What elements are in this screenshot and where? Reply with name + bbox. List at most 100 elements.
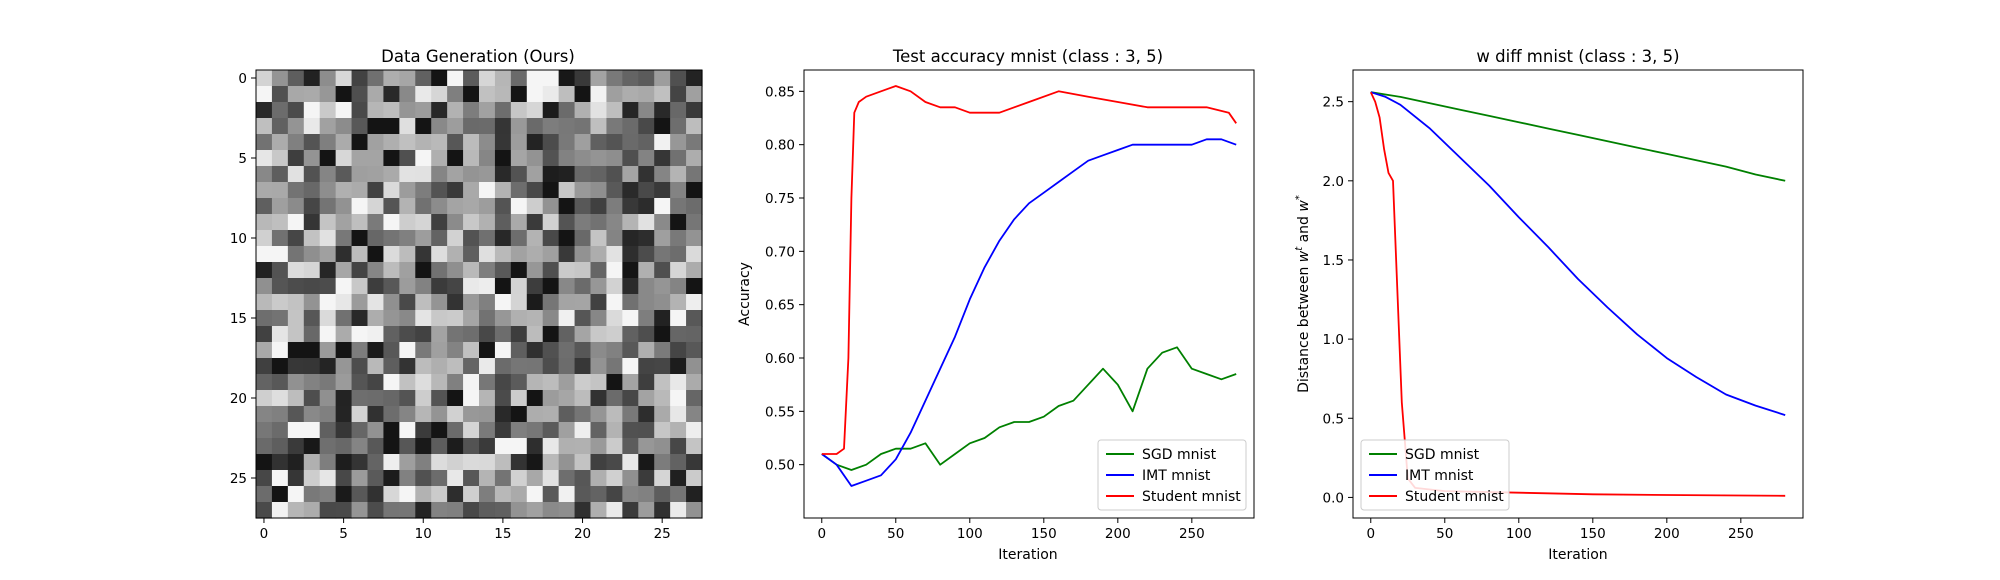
heatmap-cell: [494, 470, 512, 487]
heatmap-y-tick-label: 0: [238, 71, 247, 87]
heatmap-cell: [590, 390, 608, 407]
heatmap-cell: [383, 294, 400, 311]
heatmap-cell: [335, 134, 353, 151]
y-tick-label: 1.5: [1323, 253, 1344, 269]
heatmap-cell: [287, 182, 305, 199]
heatmap-x-tick-label: 20: [574, 526, 591, 542]
heatmap-cell: [367, 390, 385, 407]
heatmap-cell: [622, 486, 639, 503]
heatmap-cell: [319, 470, 337, 487]
heatmap-cell: [574, 70, 592, 87]
heatmap-cell: [319, 502, 337, 519]
heatmap-cell: [558, 342, 576, 359]
heatmap-cell: [303, 438, 321, 455]
heatmap-cell: [287, 262, 305, 279]
heatmap-cell: [335, 326, 353, 343]
heatmap-cell: [399, 86, 416, 103]
heatmap-cell: [335, 294, 353, 311]
heatmap-cell: [287, 438, 305, 455]
heatmap-cell: [399, 438, 416, 455]
heatmap-cell: [319, 486, 337, 503]
heatmap-cell: [686, 502, 703, 519]
heatmap-cell: [542, 182, 560, 199]
heatmap-cell: [415, 374, 432, 391]
heatmap-cell: [526, 230, 544, 247]
heatmap-cell: [447, 134, 464, 151]
heatmap-cell: [574, 134, 592, 151]
heatmap-cell: [335, 374, 353, 391]
heatmap-cell: [431, 502, 448, 519]
heatmap-cell: [590, 438, 608, 455]
heatmap-cell: [383, 214, 400, 231]
heatmap-cell: [654, 198, 671, 215]
heatmap-cell: [670, 294, 687, 311]
heatmap-cell: [319, 262, 337, 279]
heatmap-cell: [256, 438, 273, 455]
x-tick-label: 200: [1654, 526, 1680, 542]
heatmap-cell: [256, 294, 273, 311]
heatmap-cell: [335, 246, 353, 263]
heatmap-cell: [526, 390, 544, 407]
heatmap-cell: [271, 326, 289, 343]
heatmap-cell: [622, 326, 639, 343]
heatmap-cell: [670, 246, 687, 263]
heatmap-cell: [510, 166, 528, 183]
heatmap-cell: [590, 262, 608, 279]
heatmap-cell: [638, 358, 655, 375]
heatmap-cell: [447, 438, 464, 455]
heatmap-cell: [399, 422, 416, 439]
x-tick-label: 150: [1580, 526, 1606, 542]
heatmap-cell: [494, 214, 512, 231]
heatmap-cell: [256, 246, 273, 263]
heatmap-cell: [479, 230, 496, 247]
heatmap-cell: [319, 150, 337, 167]
heatmap-cell: [526, 166, 544, 183]
x-tick-label: 250: [1179, 526, 1205, 542]
heatmap-cell: [383, 86, 400, 103]
heatmap-cell: [335, 198, 353, 215]
heatmap-cell: [351, 406, 369, 423]
heatmap-cell: [590, 422, 608, 439]
heatmap-cell: [606, 150, 623, 167]
heatmap-cell: [479, 198, 496, 215]
heatmap-cell: [526, 70, 544, 87]
heatmap-cell: [510, 310, 528, 327]
heatmap-cell: [654, 342, 671, 359]
heatmap-cell: [271, 246, 289, 263]
heatmap-cell: [654, 246, 671, 263]
heatmap-cell: [463, 486, 480, 503]
heatmap-cell: [542, 310, 560, 327]
heatmap-cell: [494, 454, 512, 471]
heatmap-cell: [431, 326, 448, 343]
heatmap-cell: [622, 246, 639, 263]
heatmap-cell: [622, 278, 639, 295]
heatmap-cell: [686, 86, 703, 103]
heatmap-cell: [431, 70, 448, 87]
series-line-imt-mnist: [821, 138, 1237, 487]
heatmap-cell: [558, 470, 576, 487]
heatmap-cell: [670, 502, 687, 519]
heatmap-cell: [335, 470, 353, 487]
heatmap-cell: [383, 326, 400, 343]
heatmap-cell: [574, 390, 592, 407]
heatmap-cell: [256, 486, 273, 503]
heatmap-cell: [606, 214, 623, 231]
heatmap-cell: [606, 278, 623, 295]
heatmap-cell: [542, 422, 560, 439]
heatmap-cell: [494, 150, 512, 167]
heatmap-cell: [670, 438, 687, 455]
x-tick-label: 100: [957, 526, 983, 542]
heatmap-cell: [447, 166, 464, 183]
heatmap-cell: [319, 390, 337, 407]
heatmap-cell: [494, 70, 512, 87]
heatmap-cell: [574, 358, 592, 375]
heatmap-cell: [542, 198, 560, 215]
heatmap-cell: [558, 486, 576, 503]
heatmap-cell: [526, 454, 544, 471]
heatmap-cell: [638, 486, 655, 503]
heatmap-cell: [271, 374, 289, 391]
series-line-sgd-mnist: [1370, 91, 1786, 182]
heatmap-cell: [590, 470, 608, 487]
heatmap-cell: [542, 502, 560, 519]
heatmap-cell: [399, 102, 416, 119]
